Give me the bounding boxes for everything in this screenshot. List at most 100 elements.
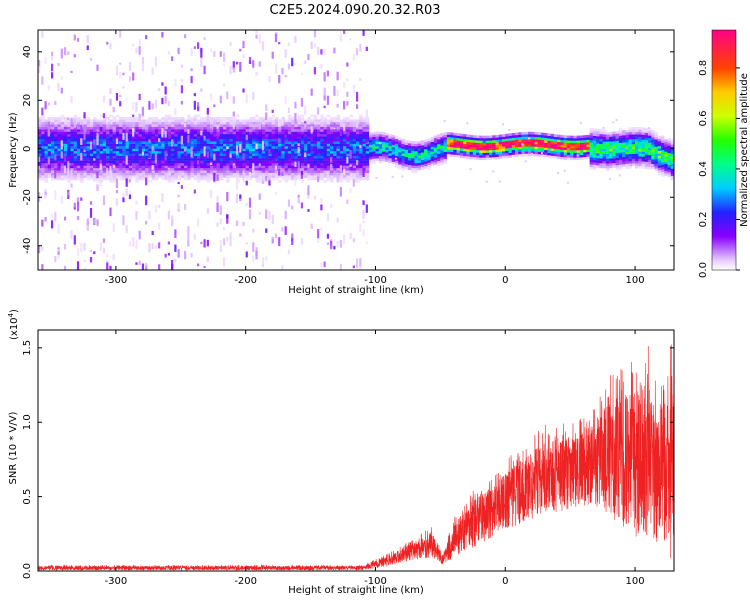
heatmap-cell: [99, 121, 104, 125]
heatmap-cell: [635, 139, 639, 142]
heatmap-noise-cell: [304, 106, 307, 115]
heatmap-cell: [557, 139, 561, 143]
heatmap-noise-cell: [294, 113, 297, 123]
heatmap-cell: [193, 129, 198, 132]
heatmap-cell: [274, 175, 279, 178]
heatmap-noise-cell: [99, 159, 102, 164]
heatmap-cell: [320, 153, 324, 156]
heatmap-cell: [213, 148, 217, 152]
heatmap-cell: [89, 165, 94, 169]
heatmap-cell: [119, 172, 123, 176]
heatmap-cell: [592, 164, 597, 168]
heatmap-cell: [232, 167, 237, 171]
heatmap-noise-cell: [148, 101, 151, 110]
heatmap-noise-cell: [356, 48, 359, 56]
heatmap-cell: [618, 157, 623, 160]
heatmap-cell: [385, 159, 389, 163]
heatmap-noise-cell: [297, 143, 300, 147]
heatmap-cell: [362, 131, 367, 135]
heatmap-cell: [119, 126, 123, 130]
heatmap-cell: [469, 147, 474, 150]
heatmap-noise-cell: [190, 147, 193, 157]
heatmap-cell: [73, 165, 78, 169]
heatmap-cell: [372, 131, 376, 135]
heatmap-cell: [193, 138, 198, 142]
heatmap-cell: [407, 160, 412, 163]
heatmap-cell: [304, 136, 308, 140]
heatmap-cell: [200, 129, 204, 132]
heatmap-cell: [174, 167, 178, 171]
heatmap-noise-cell: [255, 143, 258, 150]
heatmap-cell: [44, 148, 49, 152]
heatmap-cell: [618, 164, 623, 168]
heatmap-noise-cell: [200, 241, 203, 245]
heatmap-cell: [190, 167, 195, 171]
heatmap-cell: [125, 175, 130, 178]
heatmap-cell: [115, 114, 120, 118]
heatmap-noise-cell: [401, 175, 404, 178]
heatmap-cell: [109, 155, 113, 159]
heatmap-cell: [479, 155, 483, 158]
heatmap-cell: [437, 153, 441, 157]
heatmap-cell: [57, 143, 62, 147]
heatmap-cell: [300, 136, 305, 140]
heatmap-cell: [297, 114, 302, 118]
heatmap-cell: [589, 142, 594, 146]
heatmap-cell: [398, 154, 402, 158]
heatmap-cell: [70, 153, 74, 156]
heatmap-noise-cell: [96, 219, 99, 226]
heatmap-cell: [323, 165, 328, 169]
heatmap-cell: [359, 148, 363, 152]
heatmap-cell: [537, 149, 542, 152]
heatmap-cell: [132, 148, 136, 152]
heatmap-cell: [664, 161, 668, 164]
heatmap-cell: [154, 165, 159, 169]
heatmap-cell: [654, 153, 659, 157]
heatmap-noise-cell: [310, 125, 313, 134]
heatmap-noise-cell: [148, 139, 151, 143]
heatmap-cell: [187, 146, 191, 149]
heatmap-cell: [592, 142, 597, 146]
heatmap-cell: [531, 136, 535, 140]
heatmap-cell: [547, 155, 551, 158]
heatmap-cell: [226, 126, 230, 130]
heatmap-cell: [531, 134, 535, 137]
heatmap-cell: [60, 119, 65, 123]
heatmap-cell: [60, 170, 65, 173]
snr-x-label: Height of straight line (km): [288, 585, 424, 596]
heatmap-cell: [466, 144, 470, 147]
heatmap-cell: [174, 141, 178, 144]
heatmap-cell: [492, 147, 496, 151]
heatmap-cell: [60, 114, 65, 118]
heatmap-cell: [99, 175, 104, 178]
heatmap-cell: [359, 170, 363, 173]
heatmap-cell: [255, 163, 259, 166]
heatmap-cell: [44, 126, 49, 130]
heatmap-noise-cell: [38, 60, 41, 67]
heatmap-cell: [372, 151, 376, 154]
heatmap-cell: [372, 161, 376, 164]
heatmap-noise-cell: [320, 64, 323, 69]
heatmap-noise-cell: [333, 47, 336, 54]
heatmap-noise-cell: [115, 198, 119, 206]
heatmap-cell: [158, 167, 162, 171]
heatmap-cell: [177, 124, 182, 127]
heatmap-noise-cell: [297, 198, 300, 204]
heatmap-noise-cell: [145, 220, 148, 225]
heatmap-noise-cell: [213, 104, 216, 108]
heatmap-cell: [576, 150, 581, 153]
heatmap-cell: [547, 152, 551, 156]
heatmap-cell: [612, 153, 616, 156]
heatmap-cell: [271, 167, 276, 171]
heatmap-cell: [235, 121, 240, 125]
heatmap-cell: [394, 136, 399, 139]
heatmap-cell: [284, 172, 289, 176]
heatmap-noise-cell: [158, 138, 161, 143]
heatmap-noise-cell: [41, 107, 44, 116]
heatmap-cell: [83, 165, 87, 169]
heatmap-noise-cell: [323, 72, 326, 82]
heatmap-noise-cell: [258, 212, 261, 215]
heatmap-noise-cell: [310, 41, 313, 49]
heatmap-cell: [138, 175, 143, 178]
heatmap-noise-cell: [356, 104, 359, 109]
